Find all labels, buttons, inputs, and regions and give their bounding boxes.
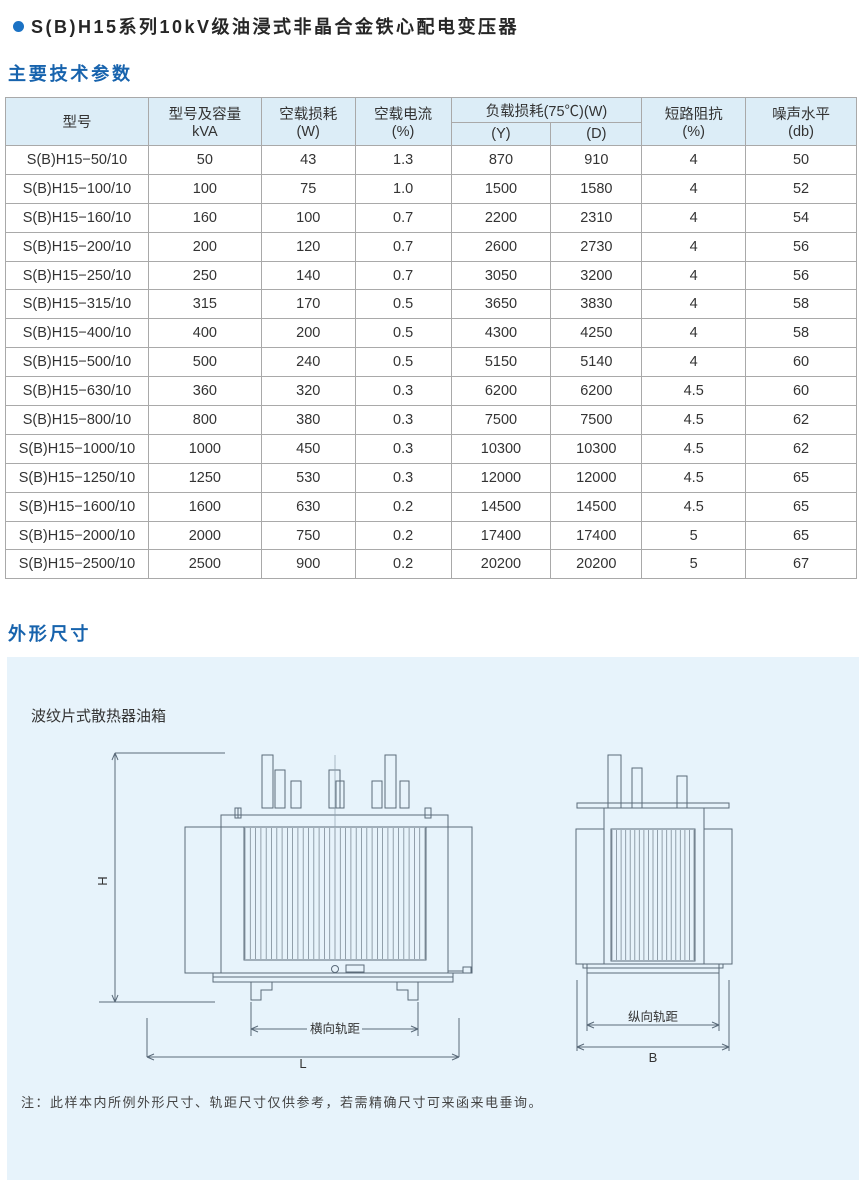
svg-text:L: L [299,1056,306,1071]
svg-text:横向轨距: 横向轨距 [310,1021,360,1036]
svg-text:纵向轨距: 纵向轨距 [628,1009,678,1024]
svg-text:B: B [649,1050,658,1065]
svg-text:H: H [95,876,110,885]
